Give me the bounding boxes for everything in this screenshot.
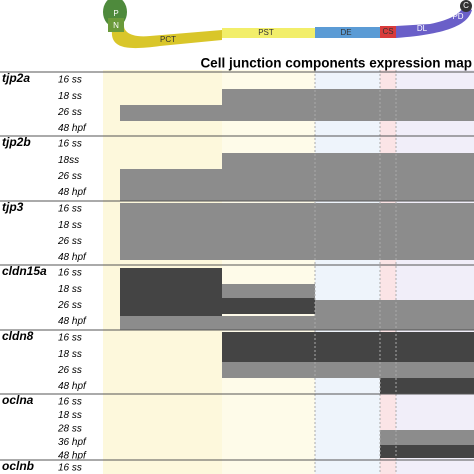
stage-label: 26 ss [57, 365, 82, 376]
stage-label: 16 ss [58, 139, 82, 150]
stage-label: 16 ss [58, 333, 82, 344]
stage-label: 48 hpf [58, 123, 87, 134]
stage-label: 48 hpf [58, 381, 87, 392]
gene-name: tjp2b [2, 135, 31, 149]
segment-label: DE [340, 28, 351, 37]
stage-label: 26 ss [57, 171, 82, 182]
gene-name: cldn8 [2, 329, 34, 343]
map-title: Cell junction components expression map [200, 56, 472, 71]
gene-name: oclnb [2, 459, 34, 473]
gene-name: tjp2a [2, 71, 30, 85]
segment-label: N [113, 21, 119, 30]
stage-label: 26 ss [57, 107, 82, 118]
stage-label: 18 ss [58, 91, 82, 102]
stage-label: 48 hpf [58, 187, 87, 198]
stage-label: 16 ss [58, 204, 82, 215]
segment-label: PST [258, 28, 274, 37]
stage-label: 18 ss [58, 410, 82, 421]
stage-label: 18 ss [58, 284, 82, 295]
column-dividers [314, 70, 397, 474]
segment-label: PCT [160, 35, 176, 44]
gene-name: cldn15a [2, 264, 47, 278]
stage-label: 18 ss [58, 220, 82, 231]
segment-label: C [463, 1, 469, 10]
gene-name: tjp3 [2, 200, 24, 214]
stage-label: 16 ss [58, 75, 82, 86]
stage-label: 16 ss [58, 397, 82, 408]
stage-label: 18ss [58, 155, 79, 166]
segment-label: CS [382, 27, 393, 36]
gene-rows: tjp2a 16 ss 18 ss 26 ss 48 hpf tjp2b 16 ss 18ss… [0, 71, 474, 474]
stage-label: 18 ss [58, 349, 82, 360]
segment-label: P [113, 9, 118, 18]
gene-name: oclna [2, 393, 34, 407]
stage-label: 26 ss [57, 300, 82, 311]
segment-label: PD [452, 12, 463, 21]
stage-label: 28 ss [57, 424, 82, 435]
stage-label: 48 hpf [58, 316, 87, 327]
stage-label: 16 ss [58, 268, 82, 279]
stage-label: 48 hpf [58, 252, 87, 263]
segment-label: DL [417, 24, 428, 33]
stage-label: 16 ss [58, 463, 82, 474]
stage-label: 26 ss [57, 236, 82, 247]
stage-label: 48 hpf [58, 451, 87, 462]
segment-labels: PN PCT PST DE CS DL PDC [113, 1, 469, 44]
nephron-drawing [103, 0, 472, 49]
stage-label: 36 hpf [58, 437, 87, 448]
expression-blocks [120, 89, 474, 458]
